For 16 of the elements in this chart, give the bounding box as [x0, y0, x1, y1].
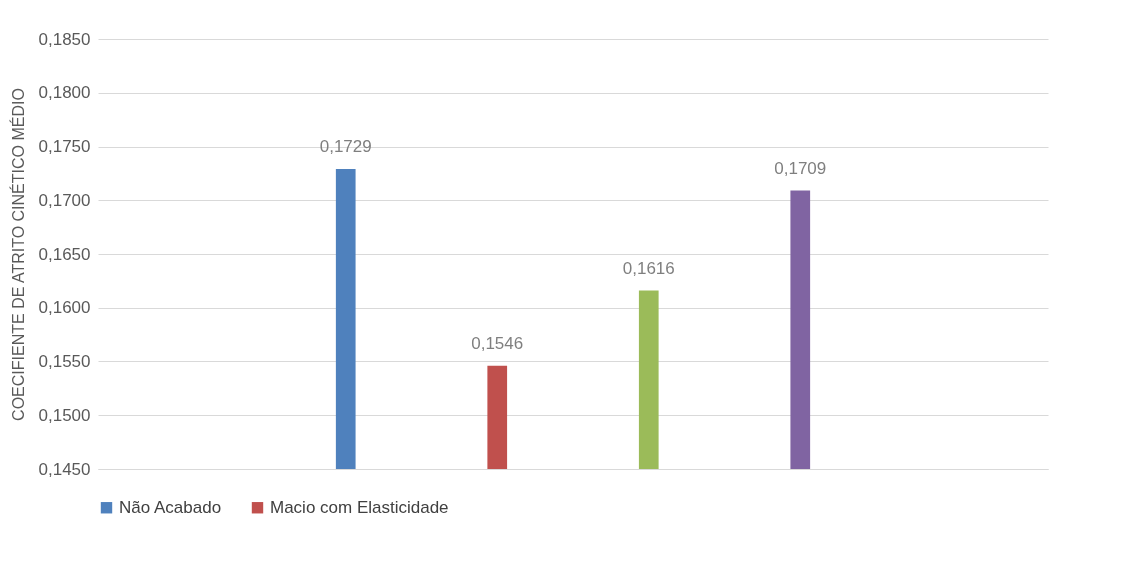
- y-tick-label: 0,1600: [38, 298, 91, 318]
- legend-label: Macio com Elasticidade: [270, 497, 449, 517]
- y-tick-label: 0,1800: [38, 83, 91, 103]
- legend-label: Não Acabado: [119, 497, 222, 517]
- y-tick-label: 0,1500: [38, 405, 91, 425]
- y-tick-label: 0,1850: [38, 29, 91, 49]
- data-label: 0,1546: [471, 333, 524, 353]
- data-label: 0,1729: [319, 137, 372, 157]
- y-tick-label: 0,1550: [38, 352, 91, 371]
- y-axis-title: COECIFIENTE DE ATRITO CINÉTICO MÉDIO: [8, 88, 27, 421]
- y-tick-label: 0,1450: [38, 459, 91, 479]
- data-label: 0,1616: [622, 258, 675, 278]
- data-label: 0,1709: [774, 158, 827, 178]
- y-tick-label: 0,1700: [38, 190, 91, 210]
- y-tick-label: 0,1750: [38, 137, 91, 156]
- y-tick-label: 0,1650: [38, 244, 91, 264]
